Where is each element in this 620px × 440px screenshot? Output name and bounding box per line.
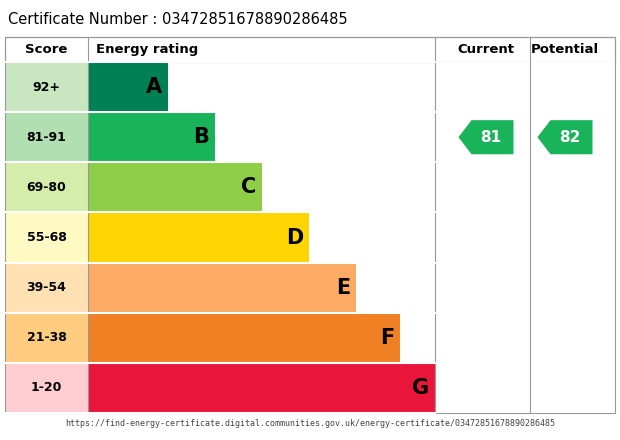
Text: A: A (146, 77, 162, 97)
Text: Certificate Number : 03472851678890286485: Certificate Number : 0347285167889028648… (8, 12, 348, 27)
Text: 81-91: 81-91 (27, 131, 66, 144)
Bar (5, 263, 88, 313)
Bar (5, 37, 615, 413)
Text: B: B (193, 127, 209, 147)
Text: 92+: 92+ (32, 81, 61, 94)
Text: 82: 82 (559, 130, 580, 145)
Bar (88, 363, 435, 413)
Bar (5, 363, 88, 413)
Text: G: G (412, 378, 429, 398)
Text: 55-68: 55-68 (27, 231, 66, 244)
Text: Potential: Potential (531, 43, 599, 56)
Bar (5, 37, 615, 62)
Text: D: D (286, 227, 303, 247)
Text: 21-38: 21-38 (27, 331, 66, 344)
Text: Score: Score (25, 43, 68, 56)
Bar (88, 162, 262, 213)
Bar (5, 213, 88, 263)
Text: 1-20: 1-20 (31, 381, 62, 394)
Bar (88, 112, 215, 162)
Bar (5, 162, 88, 213)
Bar (5, 62, 88, 112)
Text: C: C (241, 177, 256, 198)
Bar (88, 263, 356, 313)
Text: 69-80: 69-80 (27, 181, 66, 194)
Bar (435, 62, 615, 413)
Bar (88, 213, 309, 263)
Text: Current: Current (458, 43, 515, 56)
Text: https://find-energy-certificate.digital.communities.gov.uk/energy-certificate/03: https://find-energy-certificate.digital.… (65, 419, 555, 428)
Polygon shape (538, 120, 593, 154)
Polygon shape (459, 120, 513, 154)
Bar (88, 313, 400, 363)
Text: F: F (379, 328, 394, 348)
Text: 81: 81 (480, 130, 501, 145)
Text: Energy rating: Energy rating (96, 43, 198, 56)
Text: E: E (336, 278, 350, 297)
Bar (5, 112, 88, 162)
Bar (5, 313, 88, 363)
Text: 39-54: 39-54 (27, 281, 66, 294)
Bar (88, 62, 168, 112)
